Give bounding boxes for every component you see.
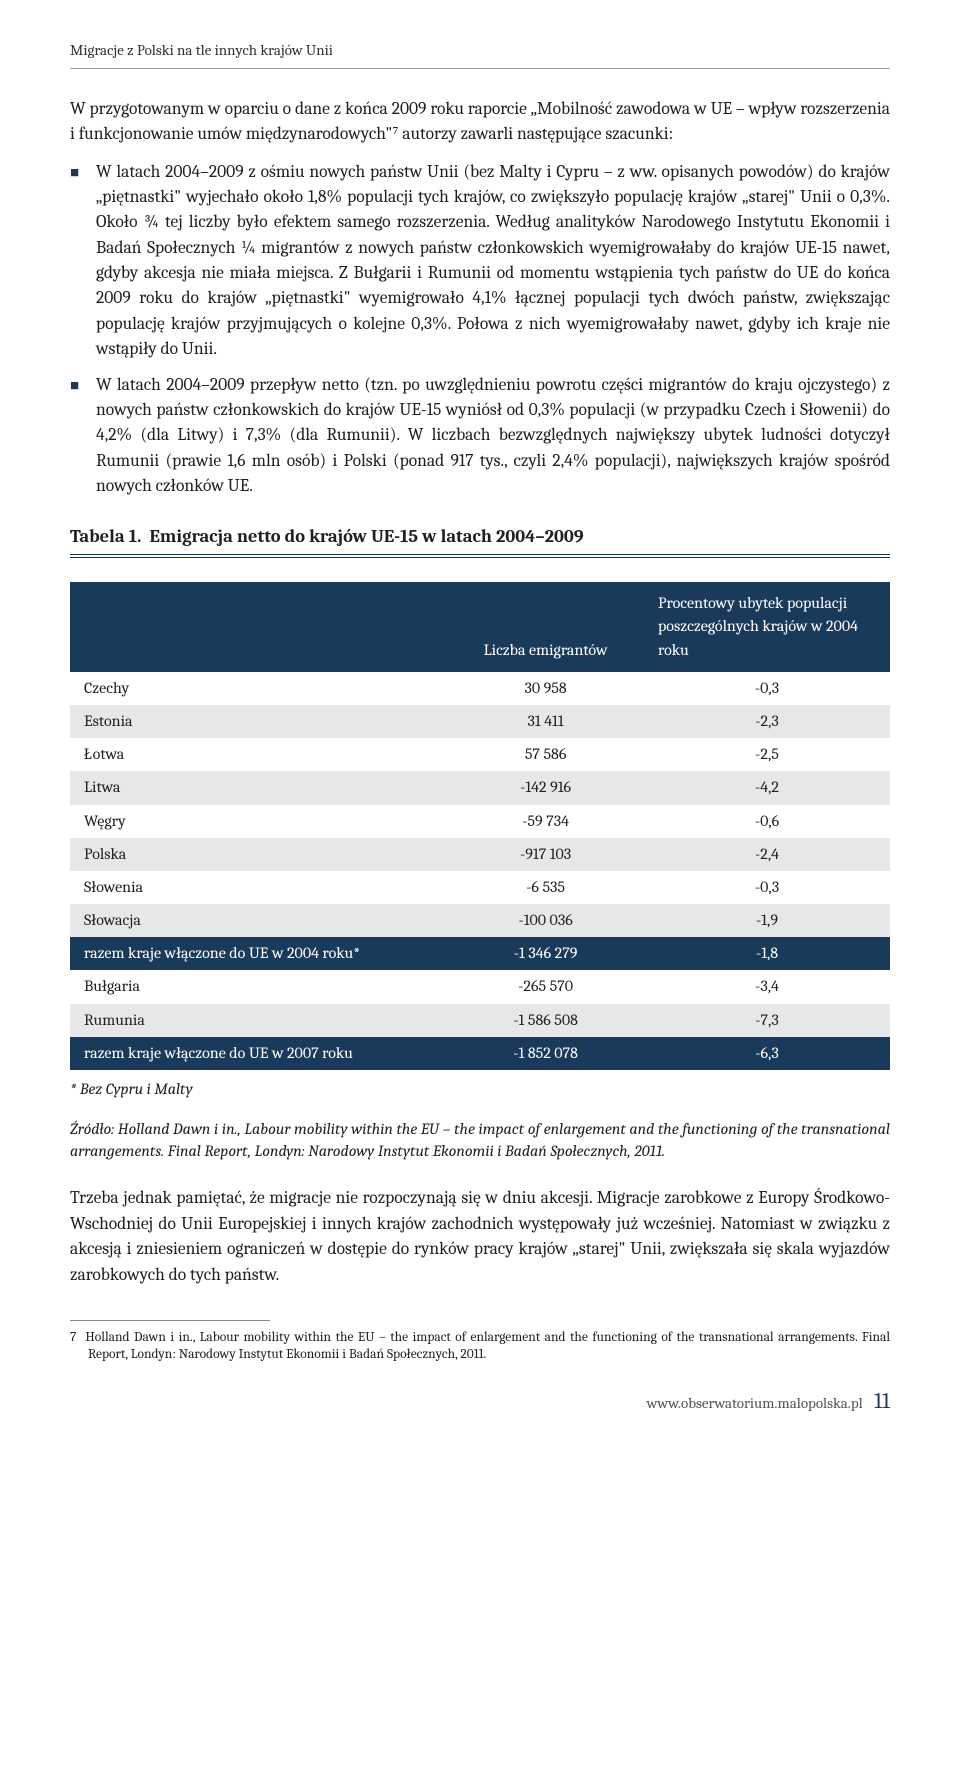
cell-emigrants: -1 586 508: [447, 1004, 644, 1037]
table-caption: Tabela 1. Emigracja netto do krajów UE-1…: [70, 523, 890, 550]
table-label: Tabela 1.: [70, 525, 141, 547]
page-number: 11: [874, 1388, 890, 1414]
cell-country: Estonia: [70, 705, 447, 738]
page-footer: www.obserwatorium.malopolska.pl 11: [70, 1386, 890, 1418]
cell-pct: -7,3: [644, 1004, 890, 1037]
closing-paragraph: Trzeba jednak pamiętać, że migracje nie …: [70, 1186, 890, 1288]
table-row: Łotwa57 586-2,5: [70, 738, 890, 771]
cell-country: razem kraje włączone do UE w 2007 roku: [70, 1037, 447, 1070]
cell-pct: -1,8: [644, 937, 890, 970]
table-footnote: * Bez Cypru i Malty: [70, 1078, 890, 1101]
col-country: [70, 582, 447, 672]
table-row: Rumunia-1 586 508-7,3: [70, 1004, 890, 1037]
emigration-table: Liczba emigrantów Procentowy ubytek popu…: [70, 582, 890, 1070]
footnote-rule: [70, 1320, 270, 1321]
table-row: Czechy30 958-0,3: [70, 672, 890, 705]
bullet-item: W latach 2004–2009 z ośmiu nowych państw…: [70, 160, 890, 363]
cell-country: Słowenia: [70, 871, 447, 904]
cell-country: Litwa: [70, 771, 447, 804]
cell-pct: -2,4: [644, 838, 890, 871]
footer-url: www.obserwatorium.malopolska.pl: [647, 1394, 863, 1412]
page-footnote: 7 Holland Dawn i in., Labour mobility wi…: [70, 1329, 890, 1364]
cell-pct: -0,6: [644, 805, 890, 838]
bullet-list: W latach 2004–2009 z ośmiu nowych państw…: [70, 160, 890, 500]
cell-country: Rumunia: [70, 1004, 447, 1037]
col-emigrants: Liczba emigrantów: [447, 582, 644, 672]
cell-country: Słowacja: [70, 904, 447, 937]
table-row: Bułgaria-265 570-3,4: [70, 970, 890, 1003]
table-header-row: Liczba emigrantów Procentowy ubytek popu…: [70, 582, 890, 672]
table-title: Emigracja netto do krajów UE-15 w latach…: [150, 525, 584, 547]
cell-emigrants: -265 570: [447, 970, 644, 1003]
footnote-text: Holland Dawn i in., Labour mobility with…: [85, 1330, 890, 1363]
table-row: razem kraje włączone do UE w 2004 roku*-…: [70, 937, 890, 970]
cell-emigrants: 31 411: [447, 705, 644, 738]
cell-pct: -3,4: [644, 970, 890, 1003]
cell-pct: -2,3: [644, 705, 890, 738]
cell-emigrants: -59 734: [447, 805, 644, 838]
running-head: Migracje z Polski na tle innych krajów U…: [70, 40, 890, 69]
cell-country: razem kraje włączone do UE w 2004 roku*: [70, 937, 447, 970]
table-row: razem kraje włączone do UE w 2007 roku-1…: [70, 1037, 890, 1070]
footnote-number: 7: [70, 1330, 76, 1345]
cell-emigrants: -6 535: [447, 871, 644, 904]
table-row: Polska-917 103-2,4: [70, 838, 890, 871]
cell-pct: -1,9: [644, 904, 890, 937]
cell-pct: -0,3: [644, 672, 890, 705]
cell-emigrants: -917 103: [447, 838, 644, 871]
source-line: Źródło: Holland Dawn i in., Labour mobil…: [70, 1119, 890, 1162]
bullet-item: W latach 2004–2009 przepływ netto (tzn. …: [70, 373, 890, 500]
cell-country: Bułgaria: [70, 970, 447, 1003]
table-row: Węgry-59 734-0,6: [70, 805, 890, 838]
cell-country: Węgry: [70, 805, 447, 838]
cell-emigrants: -142 916: [447, 771, 644, 804]
cell-pct: -6,3: [644, 1037, 890, 1070]
cell-emigrants: -1 346 279: [447, 937, 644, 970]
table-row: Słowacja-100 036-1,9: [70, 904, 890, 937]
double-rule: [70, 554, 890, 558]
cell-emigrants: -1 852 078: [447, 1037, 644, 1070]
cell-pct: -2,5: [644, 738, 890, 771]
col-pct: Procentowy ubytek populacji poszczególny…: [644, 582, 890, 672]
intro-paragraph: W przygotowanym w oparciu o dane z końca…: [70, 97, 890, 148]
cell-pct: -0,3: [644, 871, 890, 904]
cell-emigrants: -100 036: [447, 904, 644, 937]
cell-emigrants: 57 586: [447, 738, 644, 771]
cell-pct: -4,2: [644, 771, 890, 804]
cell-emigrants: 30 958: [447, 672, 644, 705]
cell-country: Polska: [70, 838, 447, 871]
table-row: Estonia31 411-2,3: [70, 705, 890, 738]
table-row: Litwa-142 916-4,2: [70, 771, 890, 804]
cell-country: Łotwa: [70, 738, 447, 771]
table-row: Słowenia-6 535-0,3: [70, 871, 890, 904]
cell-country: Czechy: [70, 672, 447, 705]
